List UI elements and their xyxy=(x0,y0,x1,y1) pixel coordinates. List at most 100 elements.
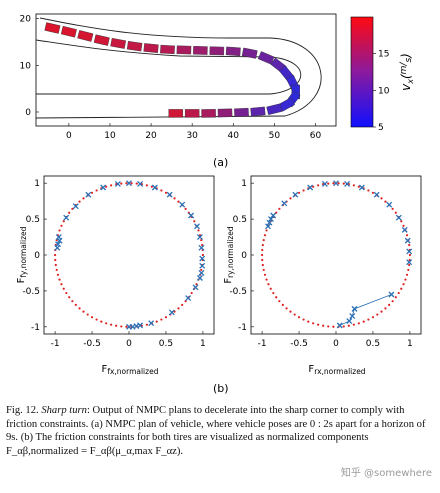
friction-limit-dot xyxy=(78,307,81,310)
force-marker xyxy=(192,284,199,291)
y-tick-label: -0.5 xyxy=(22,287,40,297)
x-tick-label: -1 xyxy=(51,339,60,349)
force-marker xyxy=(281,200,288,207)
friction-limit-dot xyxy=(332,182,335,185)
colorbar xyxy=(350,16,374,128)
friction-limit-dot xyxy=(125,182,128,185)
force-marker xyxy=(333,180,339,187)
friction-limit-dot xyxy=(181,303,184,306)
rear-x-axis-label: Frx,normalized xyxy=(308,364,365,376)
y-tick-label: 0 xyxy=(34,251,40,261)
vehicle-pose xyxy=(257,51,275,65)
caption-text: : Output of NMPC plans to decelerate int… xyxy=(6,405,426,457)
y-tick-label: 1 xyxy=(34,179,40,189)
x-tick-label: 20 xyxy=(145,131,157,141)
force-marker xyxy=(406,259,413,266)
friction-limit-dot xyxy=(327,325,330,328)
force-marker xyxy=(198,244,205,251)
friction-limit-dot xyxy=(352,184,355,187)
friction-limit-dot xyxy=(261,263,264,267)
y-tick-label: -1 xyxy=(31,323,40,333)
caption-title: Sharp turn xyxy=(41,405,87,416)
rear-y-axis-label: Fry,normalized xyxy=(223,226,235,284)
friction-limit-dot xyxy=(278,207,281,210)
friction-limit-dot xyxy=(380,310,383,313)
force-marker xyxy=(126,180,132,187)
friction-limit-dot xyxy=(384,307,387,310)
figure-caption: Fig. 12. Sharp turn: Output of NMPC plan… xyxy=(6,404,434,458)
y-tick-label: 20 xyxy=(20,15,32,25)
x-tick-label: 10 xyxy=(104,131,116,141)
vehicle-pose xyxy=(60,25,77,38)
force-marker xyxy=(168,309,175,316)
friction-limit-dot xyxy=(90,316,94,319)
friction-limit-dot xyxy=(367,189,370,192)
friction-limit-dot xyxy=(408,243,411,247)
x-tick-label: 30 xyxy=(186,131,198,141)
friction-limit-dot xyxy=(337,182,340,185)
force-marker xyxy=(148,320,155,327)
friction-limit-dot xyxy=(289,197,292,200)
friction-limit-dot xyxy=(400,287,403,290)
friction-limit-dot xyxy=(312,185,315,188)
friction-limit-dot xyxy=(272,291,275,295)
friction-limit-dot xyxy=(95,318,98,321)
friction-limit-dot xyxy=(297,191,301,194)
friction-limit-dot xyxy=(263,234,267,237)
x-tick-label: -0.5 xyxy=(83,339,101,349)
force-marker xyxy=(307,184,314,191)
force-marker xyxy=(266,219,273,226)
friction-limit-dot xyxy=(177,307,180,310)
friction-limit-dot xyxy=(60,224,63,227)
x-tick-label: 1 xyxy=(200,339,206,349)
force-marker xyxy=(199,255,206,262)
friction-limit-dot xyxy=(400,220,403,223)
x-tick-label: 1 xyxy=(407,339,413,349)
friction-limit-dot xyxy=(362,320,365,323)
friction-limit-dot xyxy=(86,313,89,316)
force-marker xyxy=(265,223,271,230)
vehicle-pose xyxy=(225,46,241,57)
friction-limit-dot xyxy=(357,322,360,325)
friction-limit-dot xyxy=(190,291,193,295)
friction-limit-dot xyxy=(317,184,320,187)
friction-limit-dot xyxy=(184,207,187,210)
vehicle-pose xyxy=(143,43,159,53)
force-marker xyxy=(126,323,132,330)
friction-limit-dot xyxy=(125,325,128,328)
friction-limit-dot xyxy=(62,220,65,223)
friction-limit-dot xyxy=(352,323,355,326)
friction-limit-dot xyxy=(322,324,325,327)
force-marker xyxy=(179,201,186,208)
force-marker xyxy=(55,241,62,248)
force-marker xyxy=(395,214,402,221)
force-marker xyxy=(344,180,351,187)
friction-limit-dot xyxy=(278,300,281,303)
watermark: 知乎 @somewhere xyxy=(340,468,432,479)
force-marker xyxy=(188,212,195,219)
friction-limit-dot xyxy=(105,322,108,325)
vehicle-pose xyxy=(217,108,233,118)
force-marker xyxy=(100,184,107,191)
vehicle-pose xyxy=(77,30,94,42)
friction-limit-dot xyxy=(265,278,268,281)
friction-limit-dot xyxy=(367,318,370,321)
friction-limit-dot xyxy=(260,253,264,257)
front-x-axis-label: Ffx,normalized xyxy=(102,364,159,376)
caption-number: Fig. 12. xyxy=(6,405,39,416)
friction-limit-dot xyxy=(160,318,163,321)
front-friction-frame xyxy=(43,175,215,335)
friction-limit-dot xyxy=(347,324,350,327)
rear-friction-axes: -1 -0.5 0 0.5 1 1 0.5 0 -0.5 -1 xyxy=(229,179,412,349)
friction-limit-dot xyxy=(407,268,410,272)
friction-limit-dot xyxy=(402,224,405,227)
friction-limit-dot xyxy=(195,283,198,286)
friction-limit-dot xyxy=(105,185,108,188)
force-marker xyxy=(388,291,395,298)
friction-limit-dot xyxy=(405,234,409,237)
force-marker xyxy=(321,180,328,187)
friction-limit-dot xyxy=(155,320,158,323)
front-friction-axes: -1 -0.5 0 0.5 1 1 0.5 0 -0.5 -1 xyxy=(22,179,205,349)
friction-limit-dot xyxy=(58,229,61,232)
